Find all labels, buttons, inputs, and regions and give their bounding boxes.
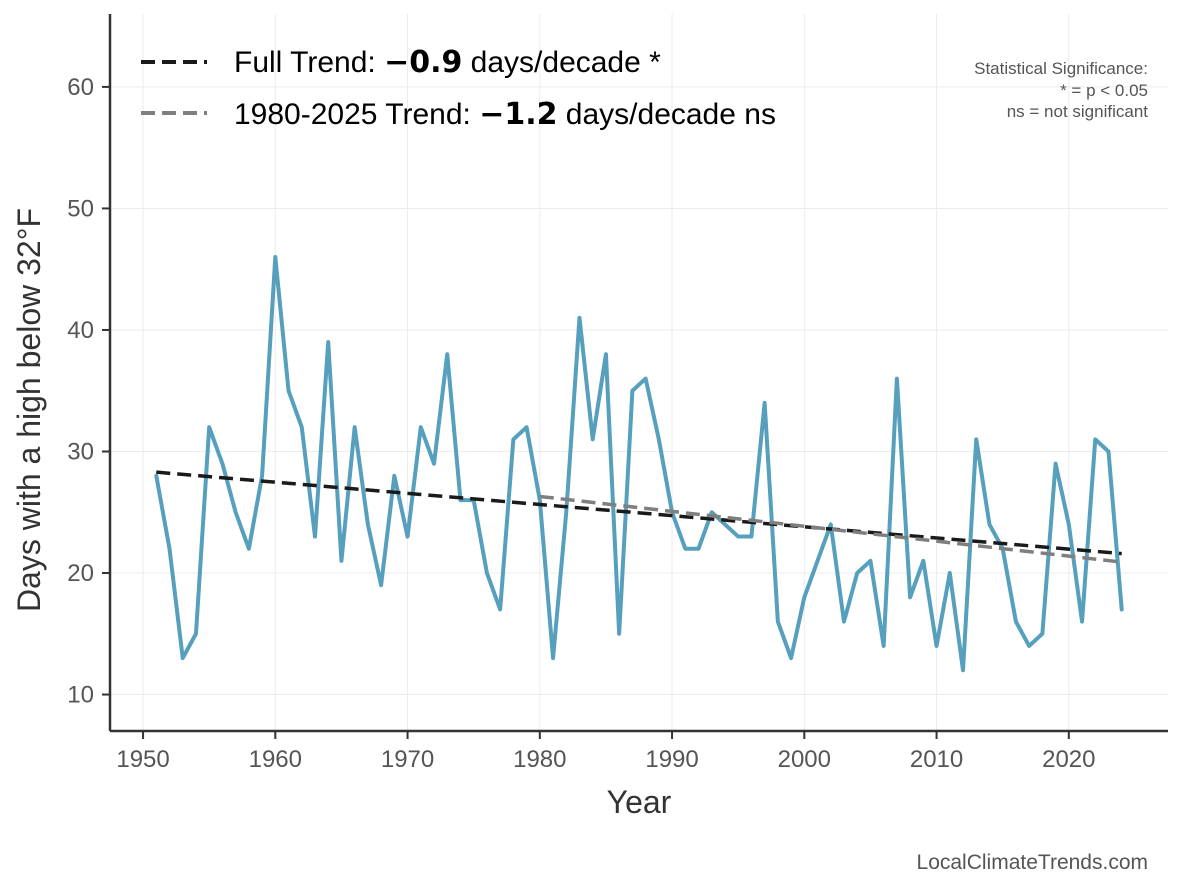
y-tick-label: 30 <box>67 438 94 465</box>
significance-title: Statistical Significance: <box>974 59 1148 78</box>
y-tick-label: 60 <box>67 74 94 101</box>
y-tick-label: 10 <box>67 682 94 709</box>
x-tick-label: 1990 <box>645 746 698 773</box>
legend-recent-trend-label: 1980-2025 Trend: −1.2 days/decade ns <box>234 97 776 132</box>
x-tick-label: 2000 <box>778 746 831 773</box>
y-tick-label: 40 <box>67 317 94 344</box>
full-trend-line <box>156 470 1122 556</box>
x-axis-title: Year <box>607 784 672 820</box>
y-axis-title: Days with a high below 32°F <box>11 208 47 612</box>
significance-line-1: * = p < 0.05 <box>1060 81 1148 100</box>
significance-line-2: ns = not significant <box>1007 102 1149 121</box>
axes: 1950 1960 1970 1980 1990 2000 2010 2020 10 20 30 40… <box>67 14 1168 773</box>
x-tick-label: 1950 <box>116 746 169 773</box>
data-series <box>154 255 1124 673</box>
legend: Full Trend: −0.9 days/decade * 1980-2025… <box>141 45 776 132</box>
grid <box>110 14 1168 731</box>
series-line <box>154 255 1124 673</box>
source-credit: LocalClimateTrends.com <box>917 851 1148 874</box>
legend-recent-trend-suffix: days/decade ns <box>557 98 775 131</box>
legend-recent-trend-value: −1.2 <box>479 97 557 132</box>
x-tick-label: 2010 <box>910 746 963 773</box>
legend-recent-trend-prefix: 1980-2025 Trend: <box>234 98 479 131</box>
significance-note: Statistical Significance: * = p < 0.05 n… <box>974 59 1148 121</box>
x-tick-label: 2020 <box>1042 746 1095 773</box>
legend-full-trend-prefix: Full Trend: <box>234 46 384 79</box>
y-tick-label: 50 <box>67 195 94 222</box>
trend-lines <box>156 470 1122 564</box>
legend-full-trend-value: −0.9 <box>384 45 462 80</box>
x-tick-label: 1980 <box>513 746 566 773</box>
x-tick-label: 1970 <box>381 746 434 773</box>
x-tick-label: 1960 <box>249 746 302 773</box>
legend-full-trend-suffix: days/decade * <box>462 46 661 79</box>
recent-trend-line <box>539 494 1122 564</box>
legend-full-trend-label: Full Trend: −0.9 days/decade * <box>234 45 661 80</box>
y-tick-label: 20 <box>67 560 94 587</box>
